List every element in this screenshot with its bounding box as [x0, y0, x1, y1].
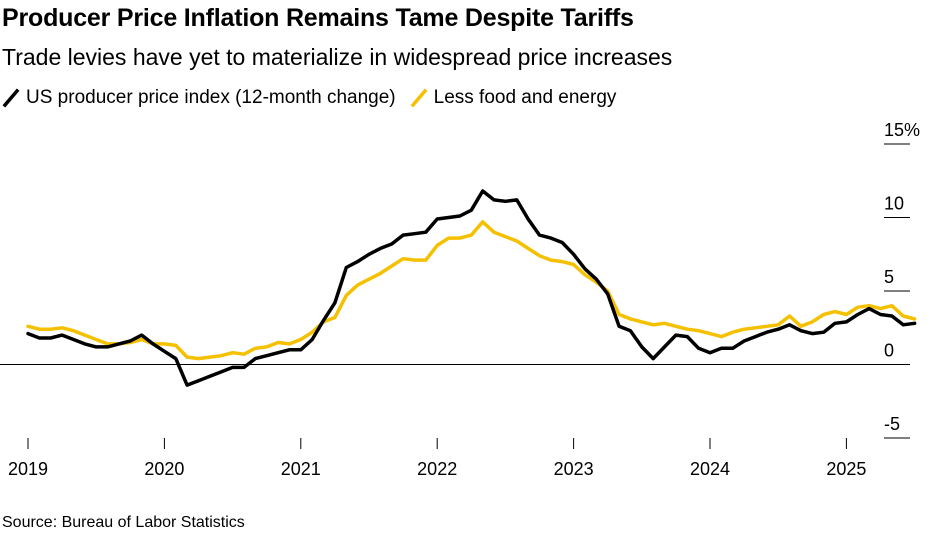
x-axis: 2019 2020 2021 2022 2023 2024 2025 [8, 438, 866, 479]
y-tick-label: 5 [884, 267, 894, 287]
series-line-core [26, 220, 917, 361]
legend: US producer price index (12-month change… [2, 86, 630, 110]
x-tick-label: 2019 [8, 459, 48, 479]
legend-swatch-core-icon [410, 88, 428, 108]
y-tick-label: 15% [884, 120, 920, 140]
x-tick-label: 2025 [826, 459, 866, 479]
legend-item-core: Less food and energy [410, 87, 617, 109]
legend-swatch-ppi-icon [2, 88, 20, 108]
x-tick-label: 2022 [417, 459, 457, 479]
x-tick-label: 2021 [281, 459, 321, 479]
y-axis: 15% 10 5 0 -5 [884, 120, 920, 439]
legend-item-ppi: US producer price index (12-month change… [2, 87, 396, 109]
y-tick-label: -5 [884, 414, 900, 434]
chart-title: Producer Price Inflation Remains Tame De… [2, 4, 634, 32]
y-tick-label: 0 [884, 341, 894, 361]
x-tick-label: 2020 [144, 459, 184, 479]
series-line-ppi [26, 189, 917, 387]
y-tick-label: 10 [884, 194, 904, 214]
x-tick-label: 2024 [690, 459, 730, 479]
chart-subtitle: Trade levies have yet to materialize in … [2, 44, 673, 70]
series-layer [26, 189, 917, 387]
x-tick-label: 2023 [554, 459, 594, 479]
legend-label-ppi: US producer price index (12-month change… [26, 87, 396, 108]
legend-label-core: Less food and energy [433, 87, 617, 108]
source-note: Source: Bureau of Labor Statistics [2, 514, 245, 531]
